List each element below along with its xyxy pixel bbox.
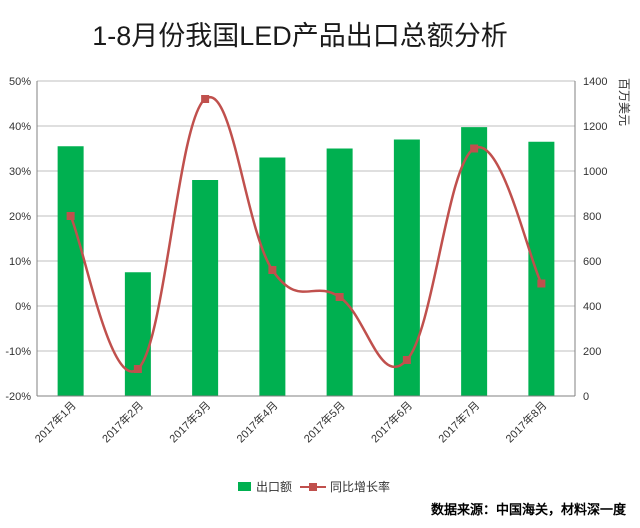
- legend-label-line: 同比增长率: [330, 479, 390, 494]
- gridlines: [37, 80, 575, 397]
- source-note: 数据来源：中国海关，材料深一度: [430, 502, 626, 517]
- bar: [259, 157, 286, 396]
- y-left-tick-label: 20%: [9, 211, 31, 223]
- y-right-tick-label: 1400: [583, 76, 607, 88]
- line-point: [133, 365, 142, 373]
- bar: [57, 146, 84, 396]
- x-tick-label: 2017年6月: [368, 398, 415, 445]
- bar: [192, 180, 219, 396]
- x-tick-label: 2017年8月: [502, 398, 549, 445]
- line-point: [537, 279, 546, 288]
- y-right-axis-label: 百万美元: [617, 78, 631, 126]
- x-tick-label: 2017年7月: [435, 398, 482, 445]
- legend-marker-line: [309, 483, 317, 491]
- bar-series: [57, 127, 555, 396]
- y-left-tick-label: -10%: [5, 346, 31, 358]
- bar: [393, 139, 420, 396]
- y-left-tick-label: 40%: [9, 121, 31, 133]
- bar: [326, 148, 353, 396]
- legend-swatch-bar: [238, 482, 251, 491]
- y-left-tick-label: 10%: [9, 256, 31, 268]
- y-right-tick-label: 200: [583, 346, 601, 358]
- bar: [528, 141, 555, 396]
- line-point: [402, 356, 411, 364]
- y-right-tick-label: 600: [583, 256, 601, 268]
- x-tick-label: 2017年5月: [301, 398, 348, 445]
- x-tick-label: 2017年3月: [166, 398, 213, 445]
- y-right-tick-label: 1200: [583, 121, 607, 133]
- y-left-tick-label: -20%: [5, 391, 31, 403]
- line-point: [201, 95, 210, 103]
- x-tick-label: 2017年2月: [99, 398, 146, 445]
- x-tick-label: 2017年4月: [233, 398, 280, 445]
- line-point: [66, 212, 75, 220]
- chart-title: 1-8月份我国LED产品出口总额分析: [92, 21, 508, 51]
- line-series: [66, 95, 546, 373]
- growth-rate-line: [69, 95, 543, 373]
- y-left-tick-label: 30%: [9, 166, 31, 178]
- line-point: [335, 293, 344, 301]
- y-left-tick-label: 0%: [15, 301, 31, 313]
- legend-label-bar: 出口额: [256, 480, 292, 494]
- bar: [461, 127, 488, 396]
- y-right-tick-label: 0: [583, 391, 589, 403]
- y-right-tick-label: 1000: [583, 166, 607, 178]
- line-point: [268, 266, 277, 274]
- y-right-tick-label: 400: [583, 301, 601, 313]
- y-left-tick-label: 50%: [9, 76, 31, 88]
- line-point: [470, 144, 479, 153]
- y-right-tick-label: 800: [583, 211, 601, 223]
- x-tick-label: 2017年1月: [32, 398, 79, 445]
- legend: 出口额 同比增长率: [238, 479, 390, 494]
- bar: [124, 272, 151, 396]
